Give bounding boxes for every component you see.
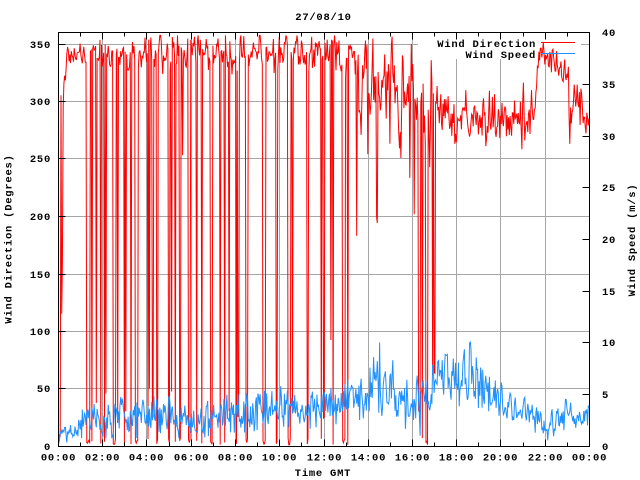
svg-text:10:00: 10:00	[262, 453, 297, 465]
svg-text:16:00: 16:00	[395, 453, 430, 465]
svg-text:250: 250	[30, 154, 51, 166]
svg-text:100: 100	[30, 327, 51, 339]
svg-text:150: 150	[30, 270, 51, 282]
svg-text:00:00: 00:00	[572, 453, 607, 465]
svg-text:04:00: 04:00	[129, 453, 164, 465]
svg-text:50: 50	[37, 384, 51, 396]
svg-text:350: 350	[30, 40, 51, 52]
svg-text:12:00: 12:00	[307, 453, 342, 465]
svg-text:30: 30	[602, 132, 616, 144]
svg-text:08:00: 08:00	[218, 453, 253, 465]
svg-text:Wind Speed: Wind Speed	[465, 50, 536, 62]
svg-text:40: 40	[602, 28, 616, 40]
svg-text:300: 300	[30, 97, 51, 109]
svg-text:5: 5	[602, 390, 609, 402]
svg-text:02:00: 02:00	[85, 453, 120, 465]
svg-text:35: 35	[602, 80, 616, 92]
svg-text:25: 25	[602, 183, 616, 195]
svg-text:14:00: 14:00	[351, 453, 386, 465]
svg-text:18:00: 18:00	[439, 453, 474, 465]
svg-text:15: 15	[602, 287, 616, 299]
svg-text:00:00: 00:00	[41, 453, 76, 465]
svg-text:Wind Direction: Wind Direction	[437, 39, 536, 51]
svg-text:Time GMT: Time GMT	[295, 468, 351, 480]
svg-text:0: 0	[44, 442, 51, 454]
svg-text:06:00: 06:00	[174, 453, 209, 465]
svg-text:22:00: 22:00	[528, 453, 563, 465]
svg-text:0: 0	[602, 442, 609, 454]
svg-text:Wind Speed (m/s): Wind Speed (m/s)	[627, 184, 639, 297]
svg-text:27/08/10: 27/08/10	[295, 12, 351, 24]
svg-text:200: 200	[30, 212, 51, 224]
svg-text:20: 20	[602, 235, 616, 247]
svg-text:10: 10	[602, 338, 616, 350]
svg-text:20:00: 20:00	[483, 453, 518, 465]
svg-text:Wind Direction (Degrees): Wind Direction (Degrees)	[4, 154, 16, 323]
